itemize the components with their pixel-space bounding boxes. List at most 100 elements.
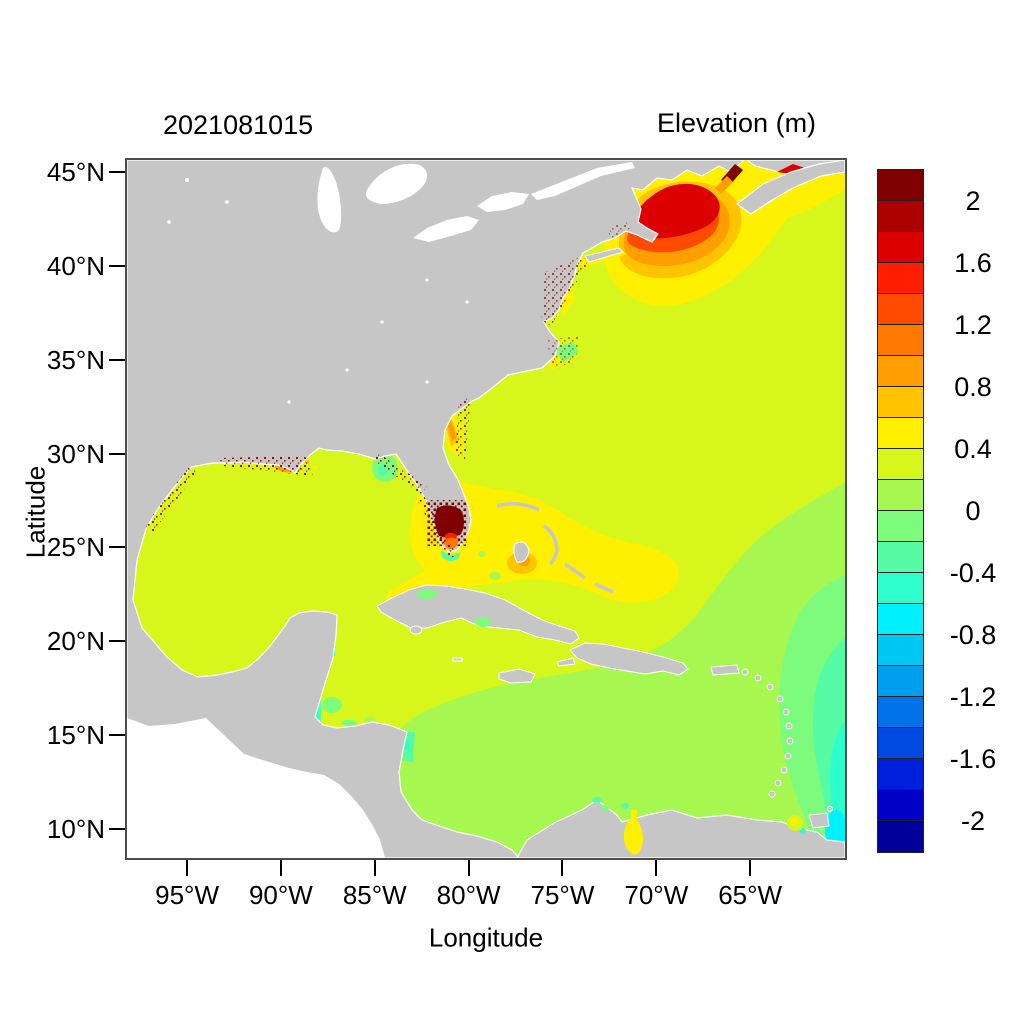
x-axis-tick (561, 860, 564, 876)
x-axis-tick-label: 95°W (155, 880, 219, 910)
lake-erie (413, 216, 479, 242)
lake-huron (365, 163, 428, 204)
cuba (376, 584, 580, 645)
colorbar-tick-label: -2 (960, 806, 985, 836)
colorbar-tick-label: 2 (965, 186, 981, 216)
colorbar-segment (878, 542, 923, 573)
colorbar-segment (878, 294, 923, 325)
x-axis-tick-label: 70°W (624, 880, 689, 910)
colorbar-segment (878, 325, 923, 356)
lake-maracaibo-yellow (623, 818, 643, 855)
x-axis-title: Longitude (428, 922, 544, 953)
colorbar-segment (878, 263, 923, 294)
colorbar-segment (878, 418, 923, 449)
x-axis-tick (279, 860, 282, 876)
colorbar-tick-label: -1.2 (949, 682, 997, 712)
y-axis-tick (109, 546, 125, 549)
colorbar-segment (878, 604, 923, 635)
colorbar-segment (878, 511, 923, 542)
y-axis-tick-label: 45°N (46, 157, 105, 187)
colorbar-tick-label: 0 (965, 496, 981, 526)
isle-of-youth (409, 625, 423, 635)
x-axis-tick-label: 75°W (530, 880, 595, 910)
colorbar-tick-label: 1.6 (954, 248, 992, 278)
colorbar-segment (878, 697, 923, 728)
colorbar-tick-label: 0.4 (954, 434, 992, 464)
great-lakes (167, 162, 635, 516)
colorbar-segment (878, 728, 923, 759)
x-axis-tick-label: 85°W (342, 880, 407, 910)
nova-scotia-land (735, 160, 845, 215)
colorbar-segment (878, 201, 923, 232)
colorbar-segment (878, 356, 923, 387)
x-axis-tick (373, 860, 376, 876)
y-axis-tick (109, 264, 125, 267)
y-axis-tick (109, 171, 125, 173)
coastal-speckle-belts (145, 220, 631, 558)
puerto-rico (710, 664, 740, 676)
figure-timestamp-title: 2021081015 (163, 110, 314, 140)
x-axis-tick (186, 860, 189, 876)
y-axis-tick-label: 10°N (46, 813, 105, 844)
y-axis-tick (109, 827, 125, 830)
lake-ontario (477, 192, 529, 212)
colorbar-tick-label: -1.6 (949, 744, 997, 774)
y-axis-tick (109, 640, 125, 643)
colorbar-tick-label: -0.4 (949, 558, 997, 588)
lake-michigan (317, 166, 342, 233)
colorbar-segment (878, 449, 923, 480)
colorbar-segment (878, 480, 923, 511)
colorbar-segment (878, 666, 923, 697)
pacific-outside-domain (127, 718, 385, 858)
jamaica (498, 668, 536, 684)
x-axis-tick-label: 80°W (436, 880, 501, 910)
colorbar-tick-label: 0.8 (954, 372, 992, 402)
colorbar-segment (878, 759, 923, 790)
y-axis-tick-label: 15°N (46, 720, 105, 751)
colorbar-segment (878, 387, 923, 418)
colorbar-title: Elevation (m) (657, 108, 817, 138)
cuba-coast-green-bays (417, 589, 491, 627)
colorbar-tick-label: -0.8 (949, 620, 997, 650)
cayman (452, 657, 463, 662)
y-axis-tick (109, 358, 125, 361)
colorbar (877, 169, 924, 853)
colorbar-tick-label: 1.2 (954, 310, 992, 340)
gulf-of-maine-red-core (629, 183, 720, 239)
y-axis-tick (109, 734, 125, 737)
x-axis-tick-label: 65°W (718, 880, 783, 910)
colorbar-segment (878, 821, 923, 852)
lesser-antilles-chain (741, 668, 794, 798)
st-lawrence-river (531, 162, 635, 200)
y-axis-tick-label: 25°N (46, 532, 105, 563)
bahamas-banks (496, 502, 614, 594)
caribbean-islands (376, 247, 833, 829)
x-axis-tick (655, 860, 658, 876)
region-0-to-0p2 (386, 482, 845, 858)
bay-of-fundy-orange-streak (715, 176, 733, 194)
colorbar-segment (878, 573, 923, 604)
pei-red-sliver (777, 164, 805, 174)
trinidad (808, 812, 830, 829)
south-america-coast-features (592, 797, 806, 855)
x-axis-tick-label: 90°W (248, 880, 313, 910)
colorbar-segment (878, 635, 923, 666)
andros-island (513, 541, 530, 563)
y-axis-tick-label: 20°N (46, 626, 105, 657)
hispaniola (569, 642, 689, 676)
map-canvas (127, 160, 845, 858)
y-axis-tick-label: 40°N (46, 250, 105, 281)
gulf-of-honduras-green (322, 697, 342, 713)
long-island (584, 247, 624, 263)
map-frame (125, 158, 847, 860)
y-axis-tick (109, 452, 125, 455)
x-axis-tick (749, 860, 752, 876)
y-axis-tick-label: 35°N (46, 344, 105, 375)
south-america-land (516, 799, 845, 858)
y-axis-tick-label: 30°N (46, 438, 105, 469)
colorbar-segment (878, 232, 923, 263)
colorbar-segment (878, 790, 923, 821)
colorbar-segment (878, 170, 923, 201)
x-axis-tick (467, 860, 470, 876)
